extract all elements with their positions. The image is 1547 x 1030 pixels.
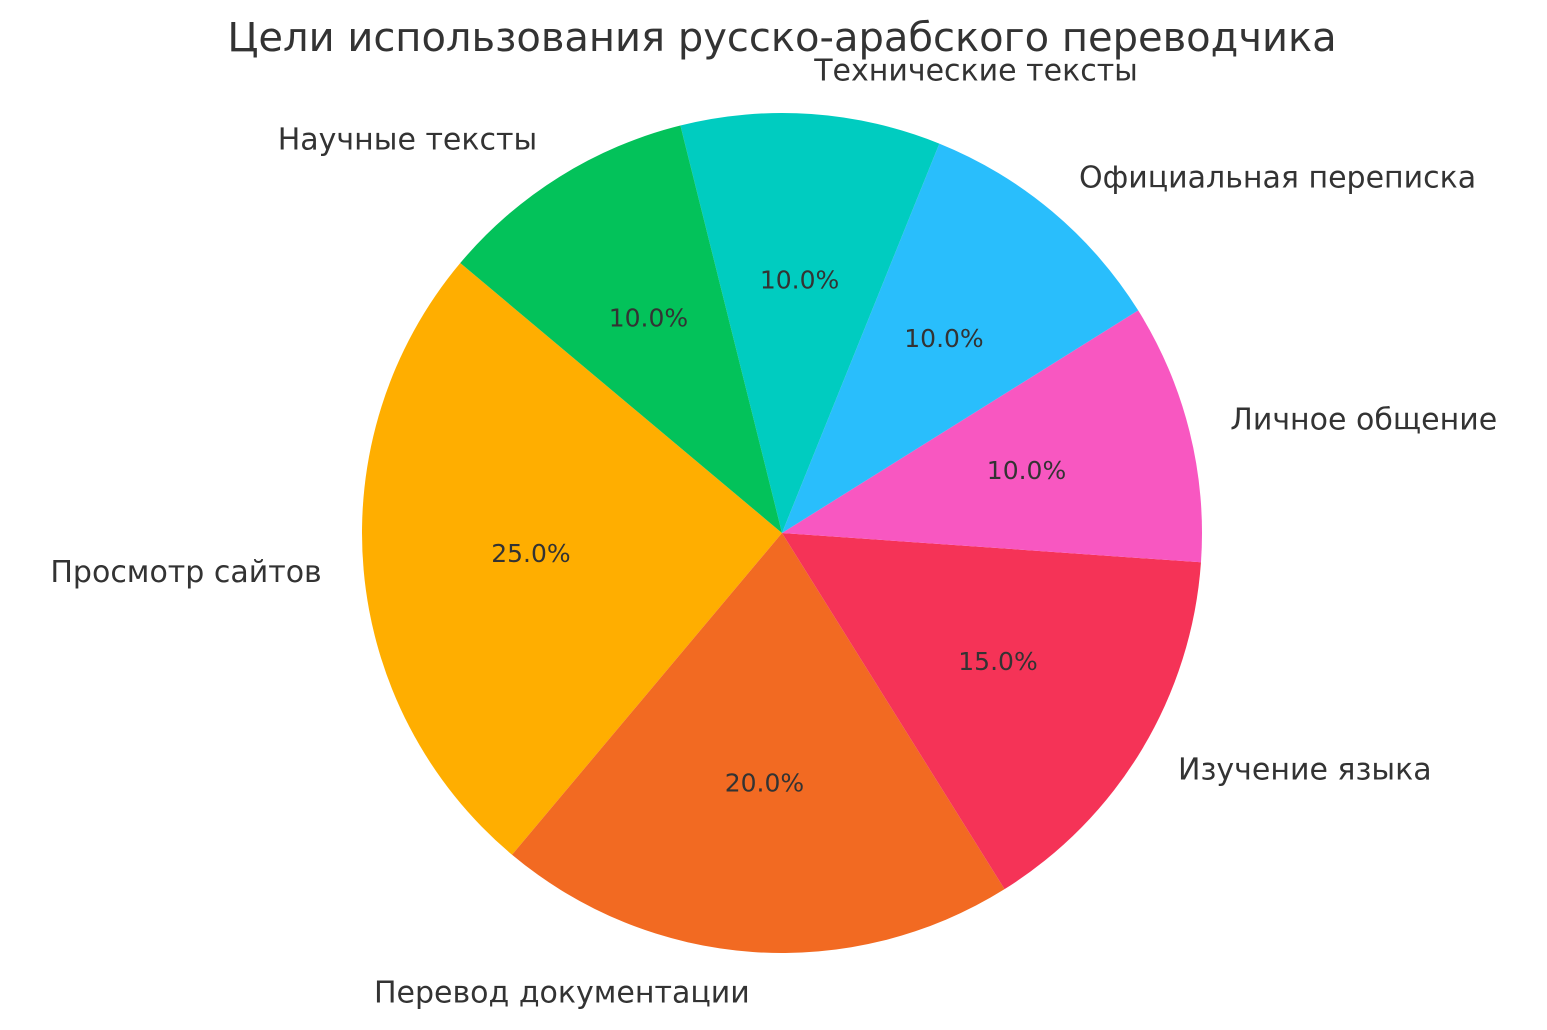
pct-label: 10.0% bbox=[987, 456, 1066, 485]
chart-title: Цели использования русско-арабского пере… bbox=[227, 15, 1336, 61]
pie-slice bbox=[362, 263, 782, 855]
pct-label: 20.0% bbox=[725, 768, 804, 797]
pct-label: 25.0% bbox=[491, 539, 570, 568]
slice-label: Личное общение bbox=[1230, 403, 1497, 438]
slice-label: Научные тексты bbox=[278, 123, 537, 158]
slice-label: Технические тексты bbox=[813, 54, 1138, 89]
pie-slice bbox=[680, 113, 940, 533]
pie-slice bbox=[460, 125, 782, 533]
pct-label: 10.0% bbox=[760, 266, 839, 295]
pct-label: 10.0% bbox=[609, 303, 688, 332]
pct-label: 15.0% bbox=[958, 647, 1037, 676]
slice-label: Просмотр сайтов bbox=[50, 555, 321, 590]
slice-label: Официальная переписка bbox=[1079, 161, 1476, 196]
pie-slice bbox=[782, 310, 1202, 563]
pie-slice bbox=[512, 533, 1005, 953]
pie-slice bbox=[782, 143, 1139, 534]
pie-slice bbox=[782, 533, 1201, 890]
pct-label: 10.0% bbox=[904, 324, 983, 353]
slice-label: Перевод документации bbox=[374, 975, 750, 1010]
slice-label: Изучение языка bbox=[1178, 752, 1432, 787]
